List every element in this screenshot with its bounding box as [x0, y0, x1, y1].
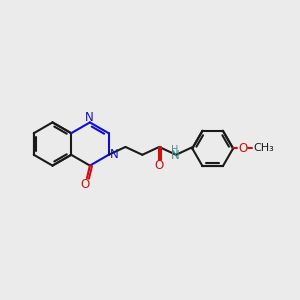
- Text: N: N: [110, 148, 118, 161]
- Text: N: N: [85, 111, 94, 124]
- Text: O: O: [154, 159, 164, 172]
- Text: H: H: [172, 145, 179, 155]
- Text: O: O: [238, 142, 247, 155]
- Text: N: N: [171, 148, 179, 162]
- Text: O: O: [81, 178, 90, 191]
- Text: CH₃: CH₃: [253, 143, 274, 153]
